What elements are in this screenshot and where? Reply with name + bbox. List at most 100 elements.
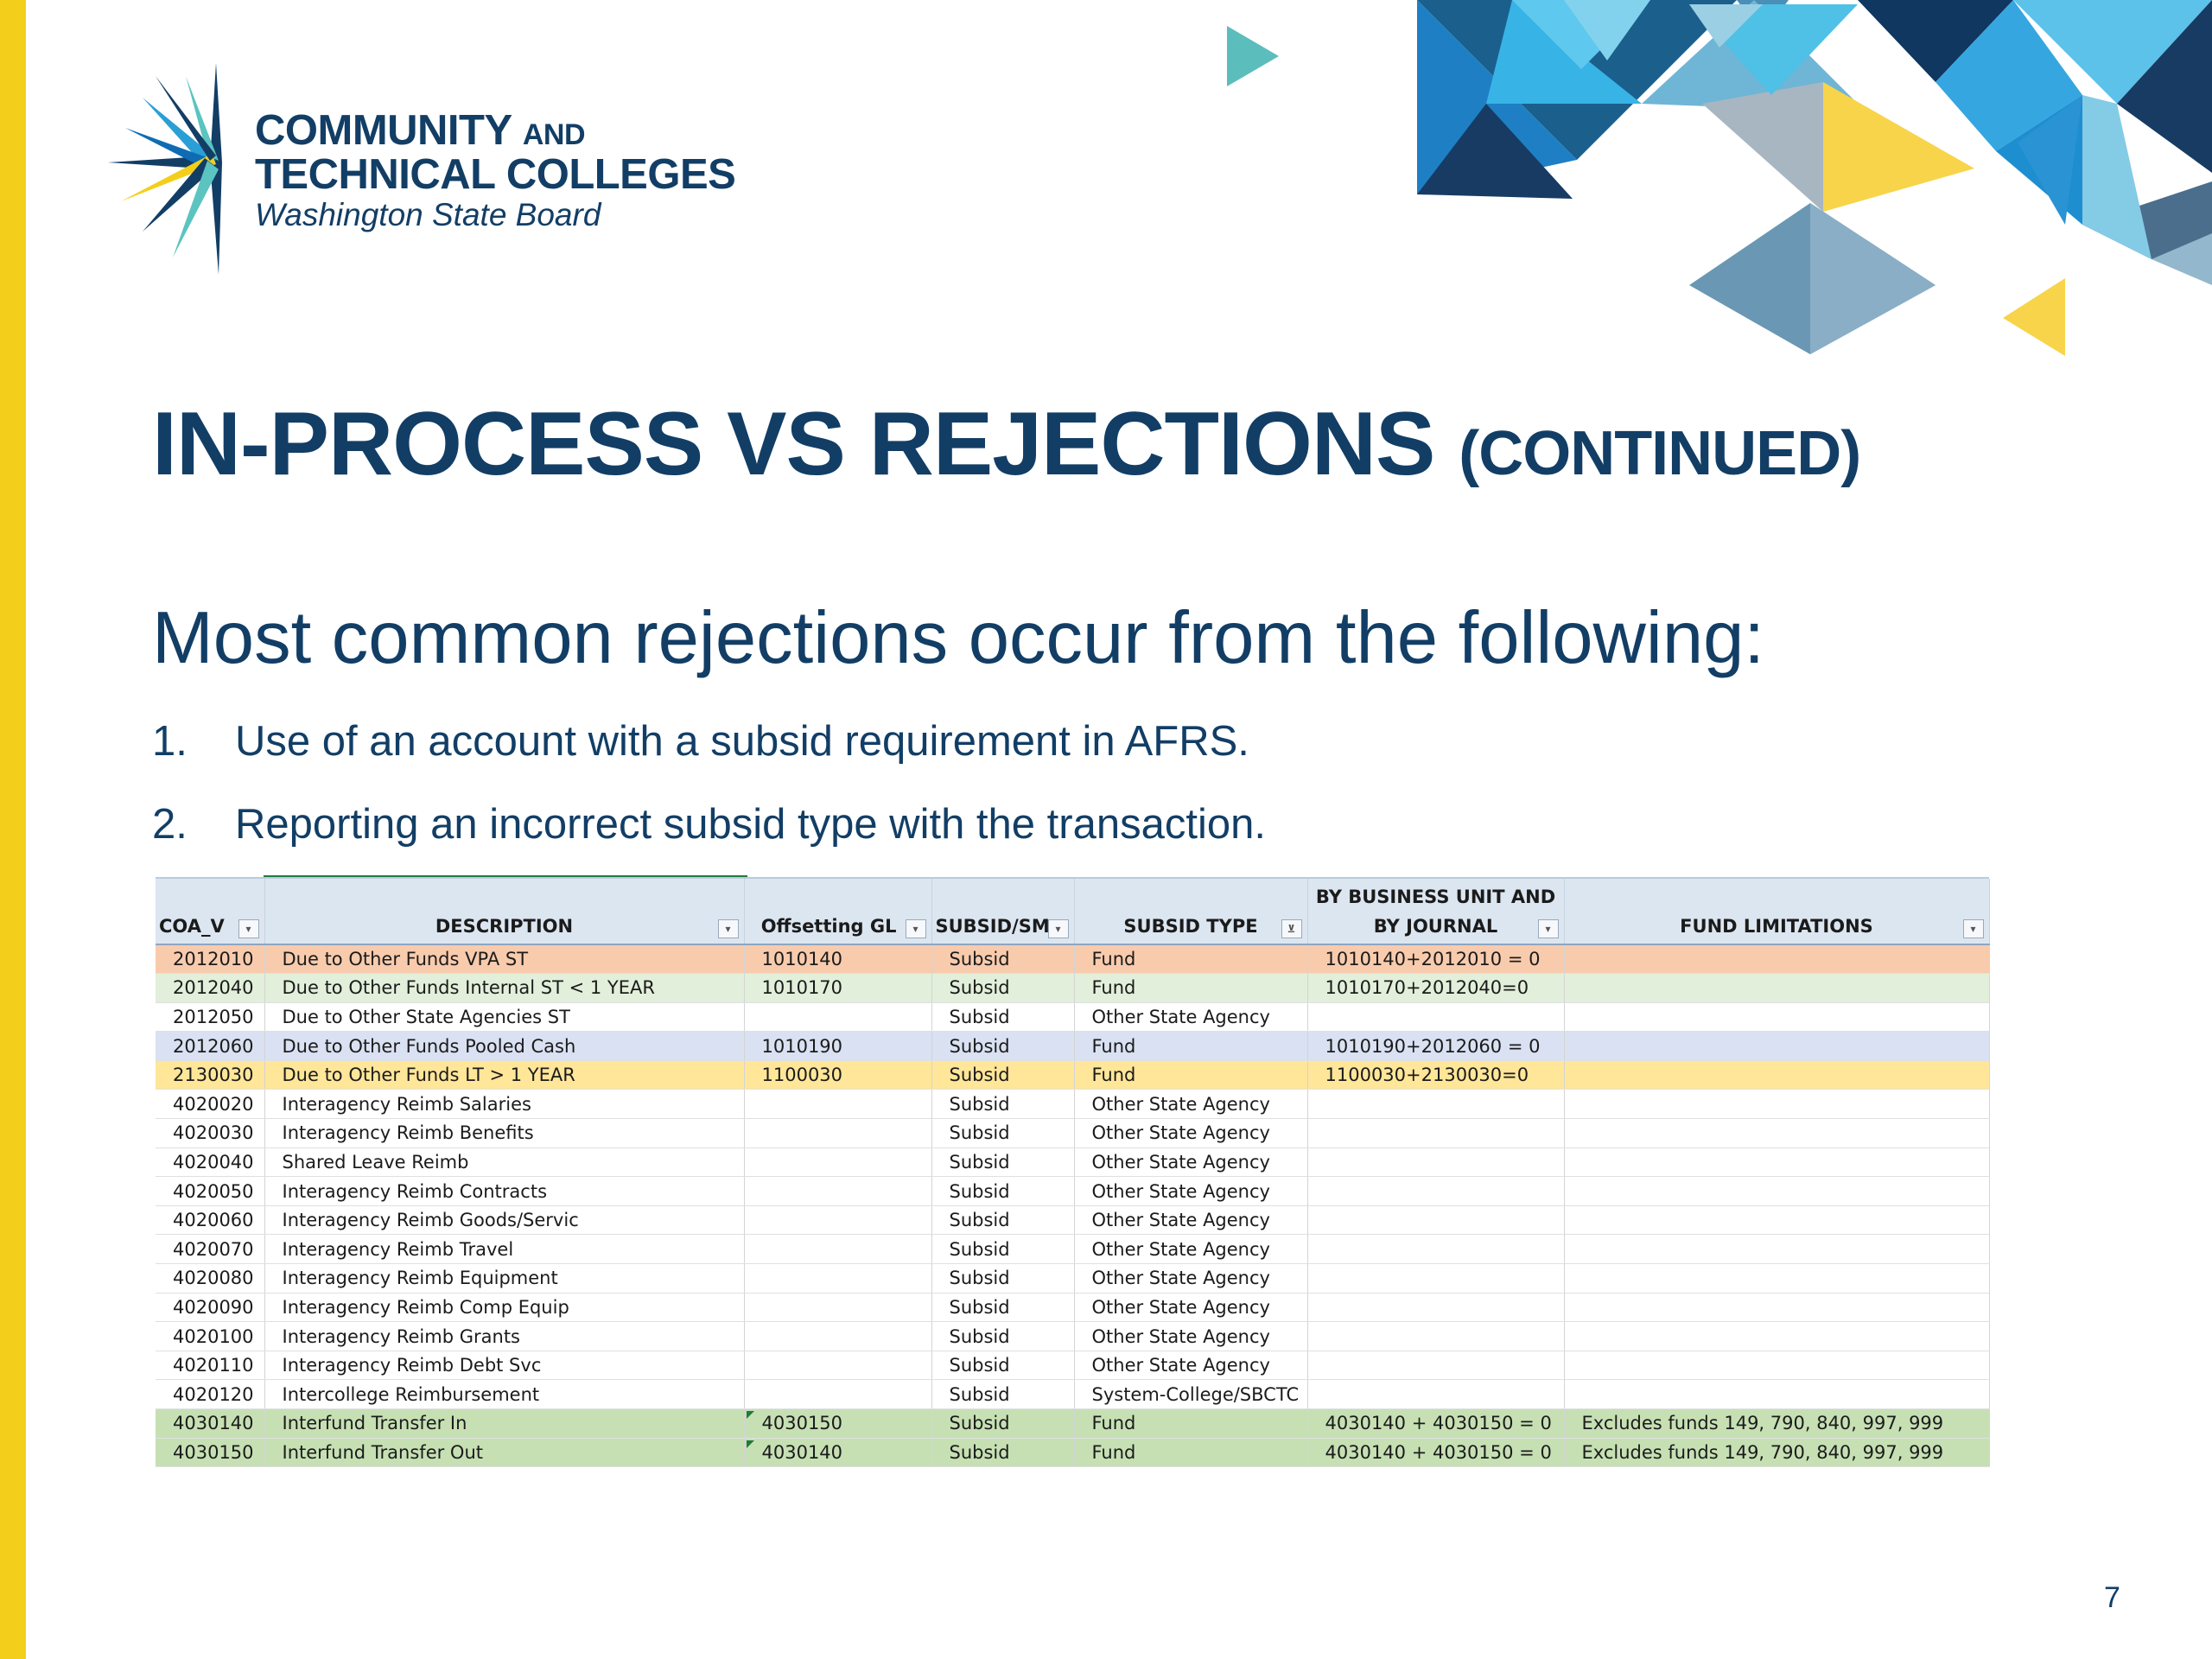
table-cell[interactable]: Fund [1074, 1060, 1308, 1090]
table-cell[interactable]: Subsid [931, 1321, 1075, 1351]
table-cell[interactable] [1564, 1060, 1990, 1090]
table-cell[interactable]: Other State Agency [1074, 1263, 1308, 1294]
table-cell[interactable]: Shared Leave Reimb [264, 1147, 745, 1178]
table-cell[interactable]: 4020060 [156, 1205, 265, 1236]
table-cell[interactable]: Fund [1074, 973, 1308, 1003]
table-cell[interactable] [1307, 1089, 1565, 1120]
table-cell[interactable]: Subsid [931, 1438, 1075, 1468]
table-cell[interactable] [744, 1205, 932, 1236]
filter-applied-icon[interactable]: ⊻ [1281, 919, 1302, 938]
table-cell[interactable]: Interagency Reimb Debt Svc [264, 1351, 745, 1381]
column-header[interactable]: SUBSID/SM ▾ [931, 879, 1075, 945]
table-cell[interactable]: Other State Agency [1074, 1351, 1308, 1381]
table-cell[interactable] [1564, 1379, 1990, 1409]
dropdown-arrow-icon[interactable]: ▾ [1537, 919, 1559, 938]
table-cell[interactable]: 4030140 + 4030150 = 0 [1307, 1438, 1565, 1468]
table-cell[interactable]: Subsid [931, 1351, 1075, 1381]
table-cell[interactable]: Subsid [931, 1176, 1075, 1206]
table-cell[interactable]: 4020120 [156, 1379, 265, 1409]
table-cell[interactable]: Subsid [931, 1263, 1075, 1294]
dropdown-arrow-icon[interactable]: ▾ [1962, 919, 1984, 938]
table-cell[interactable] [1307, 1379, 1565, 1409]
table-cell[interactable]: Excludes funds 149, 790, 840, 997, 999 [1564, 1438, 1990, 1468]
column-header[interactable]: DESCRIPTION ▾ [264, 879, 745, 945]
table-cell[interactable]: Interagency Reimb Grants [264, 1321, 745, 1351]
table-cell[interactable] [1307, 1293, 1565, 1323]
table-cell[interactable]: Other State Agency [1074, 1002, 1308, 1033]
table-cell[interactable]: 4020030 [156, 1118, 265, 1148]
table-cell[interactable]: 2012050 [156, 1002, 265, 1033]
table-row[interactable]: 4030140 Interfund Transfer In 4030150 Subsi… [156, 1408, 1990, 1439]
table-cell[interactable] [744, 1234, 932, 1265]
table-cell[interactable]: Due to Other Funds VPA ST [264, 944, 745, 975]
table-row[interactable]: 4020030 Interagency Reimb Benefits Subsid O… [156, 1118, 1990, 1148]
table-cell[interactable]: Interfund Transfer Out [264, 1438, 745, 1468]
table-row[interactable]: 4020080 Interagency Reimb Equipment Subsid… [156, 1263, 1990, 1294]
table-cell[interactable]: Subsid [931, 1379, 1075, 1409]
table-row[interactable]: 2012040 Due to Other Funds Internal ST < … [156, 973, 1990, 1003]
table-cell[interactable] [1564, 973, 1990, 1003]
table-cell[interactable] [1564, 1351, 1990, 1381]
column-header[interactable]: FUND LIMITATIONS ▾ [1564, 879, 1990, 945]
table-cell[interactable]: Interagency Reimb Contracts [264, 1176, 745, 1206]
dropdown-arrow-icon[interactable]: ▾ [717, 919, 739, 938]
table-cell[interactable]: Subsid [931, 1293, 1075, 1323]
table-cell[interactable]: Subsid [931, 1089, 1075, 1120]
table-cell[interactable] [1564, 1002, 1990, 1033]
table-cell[interactable]: Excludes funds 149, 790, 840, 997, 999 [1564, 1408, 1990, 1439]
table-cell[interactable]: 1010140 [744, 944, 932, 975]
table-cell[interactable] [1307, 1147, 1565, 1178]
table-cell[interactable]: 2130030 [156, 1060, 265, 1090]
table-cell[interactable]: 4030150 [156, 1438, 265, 1468]
table-cell[interactable]: 2012060 [156, 1031, 265, 1061]
table-cell[interactable]: Subsid [931, 973, 1075, 1003]
dropdown-arrow-icon[interactable]: ▾ [238, 919, 259, 938]
table-cell[interactable] [744, 1176, 932, 1206]
table-cell[interactable]: Due to Other Funds LT > 1 YEAR [264, 1060, 745, 1090]
table-cell[interactable]: 2012010 [156, 944, 265, 975]
table-cell[interactable] [1307, 1176, 1565, 1206]
table-cell[interactable]: Interagency Reimb Benefits [264, 1118, 745, 1148]
table-cell[interactable] [1307, 1263, 1565, 1294]
table-cell[interactable] [1307, 1321, 1565, 1351]
table-cell[interactable]: 4030140 [744, 1438, 932, 1468]
dropdown-arrow-icon[interactable]: ▾ [905, 919, 926, 938]
table-cell[interactable]: 1010190 [744, 1031, 932, 1061]
table-cell[interactable]: 2012040 [156, 973, 265, 1003]
table-row[interactable]: 4020060 Interagency Reimb Goods/Servic Sub… [156, 1205, 1990, 1236]
table-cell[interactable] [1564, 1293, 1990, 1323]
table-cell[interactable]: Other State Agency [1074, 1147, 1308, 1178]
table-cell[interactable] [1564, 1118, 1990, 1148]
table-cell[interactable]: 4020040 [156, 1147, 265, 1178]
table-cell[interactable] [1564, 1321, 1990, 1351]
table-cell[interactable] [744, 1147, 932, 1178]
table-cell[interactable]: 1010140+2012010 = 0 [1307, 944, 1565, 975]
table-cell[interactable] [1564, 1263, 1990, 1294]
table-cell[interactable] [1307, 1351, 1565, 1381]
table-cell[interactable]: 4030140 + 4030150 = 0 [1307, 1408, 1565, 1439]
table-cell[interactable]: Subsid [931, 1234, 1075, 1265]
table-row[interactable]: 4020110 Interagency Reimb Debt Svc Subsid O… [156, 1351, 1990, 1381]
table-cell[interactable]: Intercollege Reimbursement [264, 1379, 745, 1409]
table-cell[interactable] [1307, 1002, 1565, 1033]
table-cell[interactable] [1564, 944, 1990, 975]
table-cell[interactable] [1564, 1176, 1990, 1206]
table-row[interactable]: 2012050 Due to Other State Agencies ST Sub… [156, 1002, 1990, 1033]
table-cell[interactable]: Subsid [931, 1408, 1075, 1439]
table-cell[interactable]: Interagency Reimb Travel [264, 1234, 745, 1265]
table-cell[interactable]: Other State Agency [1074, 1118, 1308, 1148]
table-cell[interactable] [1307, 1205, 1565, 1236]
table-cell[interactable]: Other State Agency [1074, 1293, 1308, 1323]
table-cell[interactable]: 4020020 [156, 1089, 265, 1120]
dropdown-arrow-icon[interactable]: ▾ [1047, 919, 1069, 938]
column-header[interactable]: BY BUSINESS UNIT AND BY JOURNAL ▾ [1307, 879, 1565, 945]
table-cell[interactable] [744, 1089, 932, 1120]
table-cell[interactable] [744, 1118, 932, 1148]
table-cell[interactable]: 4020050 [156, 1176, 265, 1206]
table-cell[interactable] [744, 1263, 932, 1294]
table-cell[interactable]: Due to Other Funds Pooled Cash [264, 1031, 745, 1061]
table-cell[interactable]: Interagency Reimb Goods/Servic [264, 1205, 745, 1236]
table-cell[interactable]: Interagency Reimb Comp Equip [264, 1293, 745, 1323]
table-cell[interactable]: Fund [1074, 1438, 1308, 1468]
table-cell[interactable] [1564, 1089, 1990, 1120]
